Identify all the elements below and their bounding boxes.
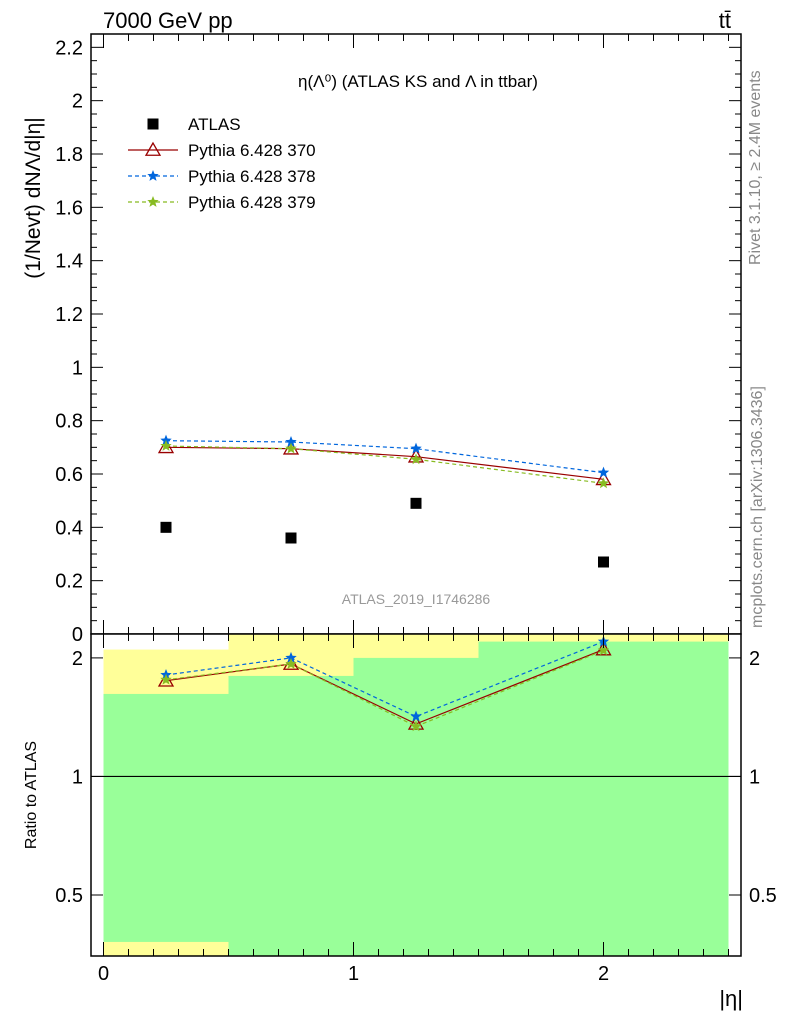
main-y-tick-label: 2.2 — [55, 37, 83, 59]
legend-label-pythia-6-428-378: Pythia 6.428 378 — [188, 167, 316, 186]
data-point-pythia-6-428-370-2 — [407, 715, 425, 730]
main-y-tick-label: 0 — [72, 624, 83, 646]
main-y-tick-label: 1 — [72, 357, 83, 379]
analysis-watermark: ATLAS_2019_I1746286 — [342, 591, 491, 607]
data-point-pythia-6-428-379-1 — [285, 442, 297, 454]
ratio-y-axis-label: Ratio to ATLAS — [23, 741, 40, 849]
data-point-pythia-6-428-378-2 — [410, 442, 422, 454]
data-point-pythia-6-428-379-1 — [285, 658, 297, 669]
ratio-y-tick-label: 1 — [72, 766, 83, 788]
main-y-tick-label: 0.8 — [55, 411, 83, 433]
legend-marker-pythia-6-428-378 — [147, 170, 159, 181]
mcplots-label: mcplots.cern.ch [arXiv:1306.3436] — [749, 386, 766, 628]
green-band-3 — [478, 641, 729, 956]
series-line-pythia-6-428-370 — [165, 446, 604, 480]
main-title: η(Λ⁰) (ATLAS KS and Λ in ttbar) — [298, 72, 538, 91]
ratio-bands — [91, 634, 741, 956]
data-point-atlas-2 — [410, 497, 422, 509]
x-tick-label: 1 — [348, 963, 359, 985]
data-point-pythia-6-428-379-3 — [597, 477, 610, 489]
data-point-pythia-6-428-378-1 — [285, 436, 297, 447]
legend-label-pythia-6-428-379: Pythia 6.428 379 — [188, 193, 316, 212]
main-y-tick-label: 0.4 — [55, 517, 83, 539]
main-y-tick-label: 1.6 — [55, 197, 83, 219]
main-y-tick-label: 1.8 — [55, 144, 83, 166]
ratio-y-tick-label-right: 2 — [749, 648, 760, 670]
legend-label-pythia-6-428-370: Pythia 6.428 370 — [188, 141, 316, 160]
legend-label-atlas: ATLAS — [188, 115, 241, 134]
ratio-y-tick-label-right: 0.5 — [749, 885, 777, 907]
ratio-y-tick-label-right: 1 — [749, 766, 760, 788]
data-point-atlas-3 — [598, 556, 609, 568]
data-point-pythia-6-428-379-0 — [160, 673, 172, 685]
series-line-pythia-6-428-370 — [165, 649, 604, 725]
ratio-y-tick-label: 0.5 — [55, 885, 83, 907]
ratio-axes: 0.5 0.5 1 1 2 2 0 1 2 — [55, 633, 777, 985]
process-label: tt̄ — [719, 8, 731, 33]
energy-label: 7000 GeV pp — [103, 8, 233, 33]
main-y-axis-label: (1/Nevt) dNΛ/d|η| — [22, 117, 45, 279]
x-axis-label: |η| — [719, 986, 743, 1011]
main-y-tick-label: 1.4 — [55, 251, 83, 273]
data-point-pythia-6-428-378-1 — [285, 651, 297, 663]
main-y-tick-label: 2 — [72, 91, 83, 113]
data-point-pythia-6-428-378-2 — [410, 710, 422, 722]
main-plot-background — [91, 34, 741, 634]
ratio-y-tick-label: 2 — [72, 648, 83, 670]
series-line-pythia-6-428-379 — [165, 445, 604, 484]
series-line-pythia-6-428-378 — [165, 641, 604, 718]
legend: ATLAS Pythia 6.428 370 Pythia 6.428 378 Pyt… — [128, 115, 316, 212]
ratio-series-layer — [157, 635, 612, 732]
data-point-pythia-6-428-378-3 — [597, 466, 610, 478]
main-series-layer — [157, 434, 612, 568]
data-point-pythia-6-428-379-0 — [160, 440, 172, 451]
rivet-version-label: Rivet 3.1.10, ≥ 2.4M events — [747, 70, 764, 265]
main-y-tick-label: 1.2 — [55, 304, 83, 326]
data-point-atlas-0 — [160, 521, 172, 533]
green-band-0 — [103, 693, 229, 942]
data-point-atlas-1 — [285, 532, 297, 544]
legend-marker-pythia-6-428-370 — [144, 141, 162, 156]
main-plot-area — [91, 34, 741, 634]
green-band-1 — [228, 675, 354, 956]
legend-marker-pythia-6-428-379 — [147, 196, 159, 207]
main-y-tick-label: 0.2 — [55, 571, 83, 593]
x-tick-label: 0 — [98, 963, 109, 985]
data-point-pythia-6-428-379-3 — [597, 644, 610, 656]
ratio-frame — [90, 633, 742, 957]
data-point-pythia-6-428-379-2 — [410, 720, 422, 732]
series-line-pythia-6-428-378 — [165, 440, 604, 474]
legend-marker-atlas — [147, 118, 159, 130]
series-line-pythia-6-428-379 — [165, 649, 604, 728]
main-y-tick-label: 0.6 — [55, 464, 83, 486]
data-point-pythia-6-428-379-2 — [410, 453, 422, 465]
x-tick-label: 2 — [598, 963, 609, 985]
